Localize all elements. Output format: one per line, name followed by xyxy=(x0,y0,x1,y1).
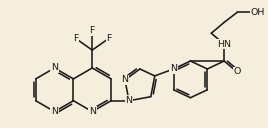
Text: F: F xyxy=(106,34,112,43)
Text: N: N xyxy=(125,96,132,105)
Text: N: N xyxy=(89,107,96,116)
Text: N: N xyxy=(51,63,58,72)
Text: HN: HN xyxy=(217,40,231,49)
Text: F: F xyxy=(90,26,95,35)
Text: O: O xyxy=(233,67,241,76)
Text: N: N xyxy=(121,75,128,84)
Text: N: N xyxy=(51,107,58,116)
Text: F: F xyxy=(73,34,78,43)
Text: N: N xyxy=(170,65,177,73)
Text: OH: OH xyxy=(251,8,265,17)
